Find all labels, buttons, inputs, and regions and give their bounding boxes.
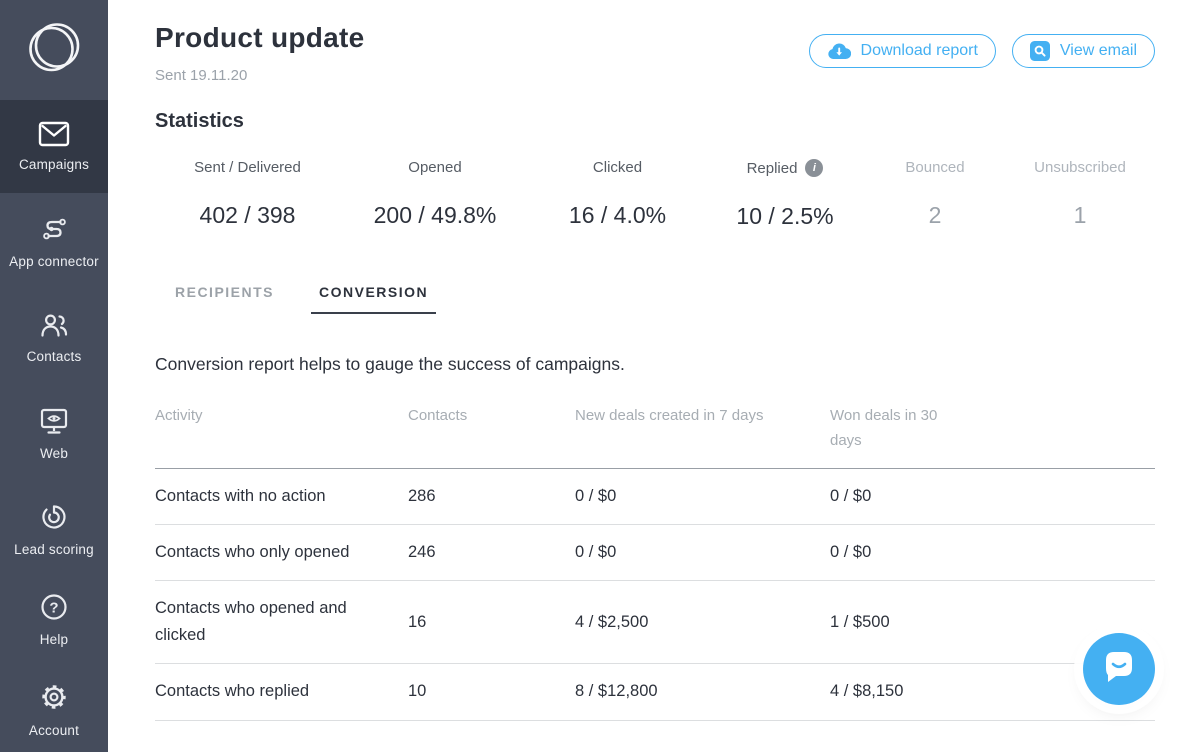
stat-replied: Replied i 10 / 2.5% bbox=[705, 159, 865, 230]
gear-icon bbox=[38, 681, 70, 713]
sidebar-item-label: Contacts bbox=[26, 348, 82, 364]
col-activity: Activity bbox=[155, 406, 203, 424]
conversion-description: Conversion report helps to gauge the suc… bbox=[155, 353, 625, 374]
sidebar-item-account[interactable]: Account bbox=[0, 661, 108, 752]
download-report-label: Download report bbox=[860, 42, 978, 59]
app-logo[interactable] bbox=[0, 0, 108, 100]
stat-bounced: Bounced 2 bbox=[865, 159, 1005, 230]
stat-value: 1 bbox=[1073, 202, 1087, 228]
sent-date: Sent 19.11.20 bbox=[155, 67, 248, 84]
conversion-table: Activity Contacts New deals created in 7… bbox=[155, 403, 1155, 721]
view-email-label: View email bbox=[1059, 42, 1137, 59]
statistics-row: Sent / Delivered 402 / 398 Opened 200 / … bbox=[155, 159, 1155, 230]
messenger-icon bbox=[1100, 648, 1138, 691]
table-row: Contacts who replied 10 8 / $12,800 4 / … bbox=[155, 664, 1155, 721]
info-icon[interactable]: i bbox=[805, 159, 824, 177]
table-row: Contacts who opened and clicked 16 4 / $… bbox=[155, 581, 1155, 665]
sidebar-item-label: App connector bbox=[9, 253, 99, 269]
chat-launcher-button[interactable] bbox=[1083, 633, 1155, 705]
envelope-icon bbox=[38, 121, 70, 147]
sidebar-item-label: Campaigns bbox=[18, 157, 90, 172]
header-actions: Download report View email bbox=[808, 34, 1155, 68]
stat-clicked: Clicked 16 / 4.0% bbox=[530, 159, 705, 230]
sidebar: Campaigns App connector Contacts bbox=[0, 0, 108, 752]
stat-value: 10 / 2.5% bbox=[736, 202, 834, 229]
statistics-heading: Statistics bbox=[155, 110, 244, 132]
table-header-row: Activity Contacts New deals created in 7… bbox=[155, 403, 1155, 469]
sidebar-item-contacts[interactable]: Contacts bbox=[0, 289, 108, 385]
svg-text:?: ? bbox=[49, 599, 58, 616]
sidebar-item-label: Help bbox=[39, 631, 69, 647]
col-won-deals: Won deals in 30 days bbox=[830, 406, 938, 450]
sidebar-item-help[interactable]: ? Help bbox=[0, 577, 108, 661]
question-icon: ? bbox=[39, 592, 69, 622]
search-preview-icon bbox=[1029, 41, 1050, 61]
sidebar-item-label: Web bbox=[39, 445, 69, 461]
connector-icon bbox=[39, 214, 69, 244]
stat-value: 16 / 4.0% bbox=[568, 202, 667, 228]
download-report-button[interactable]: Download report bbox=[808, 34, 996, 68]
stat-value: 402 / 398 bbox=[199, 202, 296, 228]
cloud-download-icon bbox=[827, 42, 851, 60]
sidebar-item-campaigns[interactable]: Campaigns bbox=[0, 100, 108, 193]
sidebar-item-label: Lead scoring bbox=[14, 541, 94, 557]
tab-recipients[interactable]: RECIPIENTS bbox=[175, 283, 275, 300]
stat-opened: Opened 200 / 49.8% bbox=[340, 159, 530, 230]
stat-sent-delivered: Sent / Delivered 402 / 398 bbox=[155, 159, 340, 230]
col-new-deals: New deals created in 7 days bbox=[575, 406, 764, 424]
table-row: Contacts who only opened 246 0 / $0 0 / … bbox=[155, 525, 1155, 581]
col-contacts: Contacts bbox=[408, 406, 468, 424]
page-header: Product update Sent 19.11.20 Download re… bbox=[155, 22, 1155, 84]
view-email-button[interactable]: View email bbox=[1011, 34, 1155, 68]
stat-value: 2 bbox=[928, 202, 942, 228]
sidebar-item-lead-scoring[interactable]: Lead scoring bbox=[0, 481, 108, 577]
monitor-eye-icon bbox=[38, 406, 70, 436]
gauge-icon bbox=[39, 502, 69, 532]
sidebar-item-web[interactable]: Web bbox=[0, 385, 108, 481]
table-row: Contacts with no action 286 0 / $0 0 / $… bbox=[155, 469, 1155, 525]
main-content: Product update Sent 19.11.20 Download re… bbox=[108, 0, 1200, 721]
sidebar-item-label: Account bbox=[28, 722, 80, 738]
outfunnel-logo-icon bbox=[25, 19, 83, 82]
stat-unsubscribed: Unsubscribed 1 bbox=[1005, 159, 1155, 230]
report-tabs: RECIPIENTS CONVERSION bbox=[175, 284, 1155, 314]
page-title: Product update bbox=[155, 22, 365, 53]
people-icon bbox=[38, 311, 70, 339]
sidebar-item-app-connector[interactable]: App connector bbox=[0, 193, 108, 289]
tab-conversion[interactable]: CONVERSION bbox=[311, 284, 437, 314]
stat-value: 200 / 49.8% bbox=[373, 202, 497, 228]
